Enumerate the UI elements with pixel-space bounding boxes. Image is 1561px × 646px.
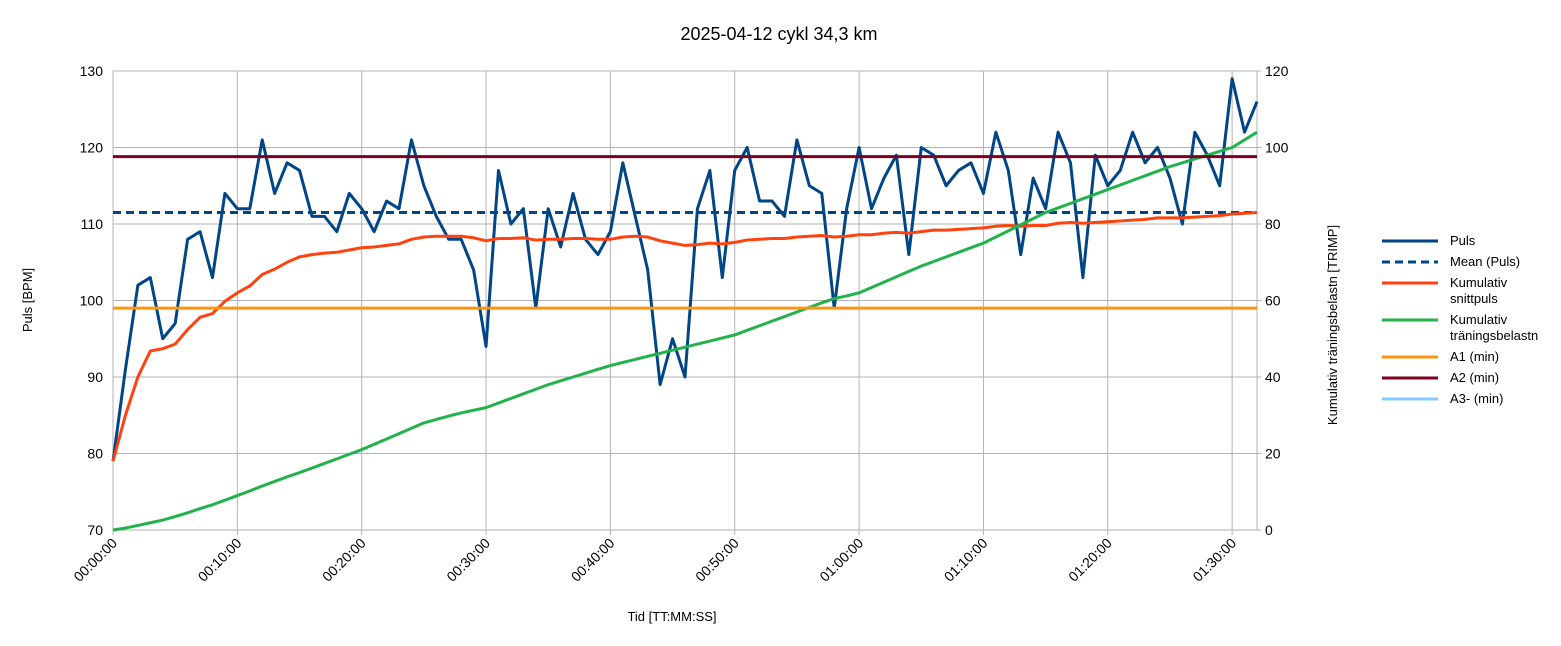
x-tick-label: 00:10:00	[195, 535, 245, 585]
legend-item: Kumulativ snittpuls	[1380, 275, 1558, 307]
x-tick-label: 00:40:00	[568, 535, 618, 585]
y2-tick-label: 0	[1265, 522, 1273, 538]
y-tick-label: 80	[87, 446, 103, 462]
y-tick-label: 130	[80, 63, 104, 79]
legend-item: Mean (Puls)	[1380, 254, 1558, 270]
x-tick-label: 01:30:00	[1189, 535, 1239, 585]
legend-label: A1 (min)	[1450, 349, 1500, 364]
x-tick-label: 00:00:00	[70, 535, 120, 585]
x-tick-label: 01:10:00	[941, 535, 991, 585]
x-tick-label: 00:50:00	[692, 535, 742, 585]
legend-label: Mean (Puls)	[1450, 254, 1521, 269]
legend-swatch	[1382, 376, 1438, 380]
legend-item: Puls	[1380, 233, 1558, 249]
y-tick-label: 70	[87, 522, 103, 538]
series-line	[112, 130, 1258, 532]
y2-tick-label: 20	[1265, 446, 1281, 462]
y-tick-label: 90	[87, 369, 103, 385]
y2-axis-title: Kumulativ träningsbelastn [TRIMP]	[1325, 225, 1340, 425]
y2-tick-label: 40	[1265, 369, 1281, 385]
x-axis-title: Tid [TT:MM:SS]	[627, 609, 716, 624]
chart-title: 2025-04-12 cykl 34,3 km	[680, 24, 877, 44]
y2-tick-label: 100	[1265, 140, 1289, 156]
x-tick-label: 00:20:00	[319, 535, 369, 585]
plot-border	[112, 70, 1258, 531]
y-tick-label: 110	[81, 216, 104, 232]
legend-label: Kumulativ träningsbelastn	[1450, 312, 1539, 343]
y2-tick-label: 120	[1265, 63, 1289, 79]
legend-label: A3- (min)	[1450, 391, 1504, 406]
y2-tick-label: 60	[1265, 293, 1281, 309]
x-tick-label: 01:20:00	[1065, 535, 1115, 585]
y2-tick-label: 80	[1265, 216, 1281, 232]
legend-item: A2 (min)	[1380, 370, 1558, 386]
legend-swatch	[1382, 397, 1438, 401]
legend: Puls Mean (Puls) Kumulativ snittpuls Kumula…	[1380, 233, 1558, 412]
series-line	[111, 77, 1259, 462]
legend-swatch	[1382, 355, 1438, 359]
series-line	[111, 211, 1258, 462]
x-tick-label: 01:00:00	[816, 535, 866, 585]
y-tick-label: 120	[80, 140, 104, 156]
legend-swatch	[1382, 281, 1438, 285]
legend-item: A3- (min)	[1380, 391, 1558, 407]
legend-item: Kumulativ träningsbelastn	[1380, 312, 1558, 344]
x-tick-label: 00:30:00	[443, 535, 493, 585]
y-tick-label: 100	[80, 293, 104, 309]
legend-label: A2 (min)	[1450, 370, 1500, 385]
y-axis-title: Puls [BPM]	[20, 268, 35, 332]
legend-swatch	[1382, 260, 1438, 264]
legend-label: Kumulativ snittpuls	[1450, 275, 1508, 306]
legend-swatch	[1382, 239, 1438, 243]
legend-swatch	[1382, 318, 1438, 322]
legend-item: A1 (min)	[1380, 349, 1558, 365]
legend-label: Puls	[1450, 233, 1476, 248]
